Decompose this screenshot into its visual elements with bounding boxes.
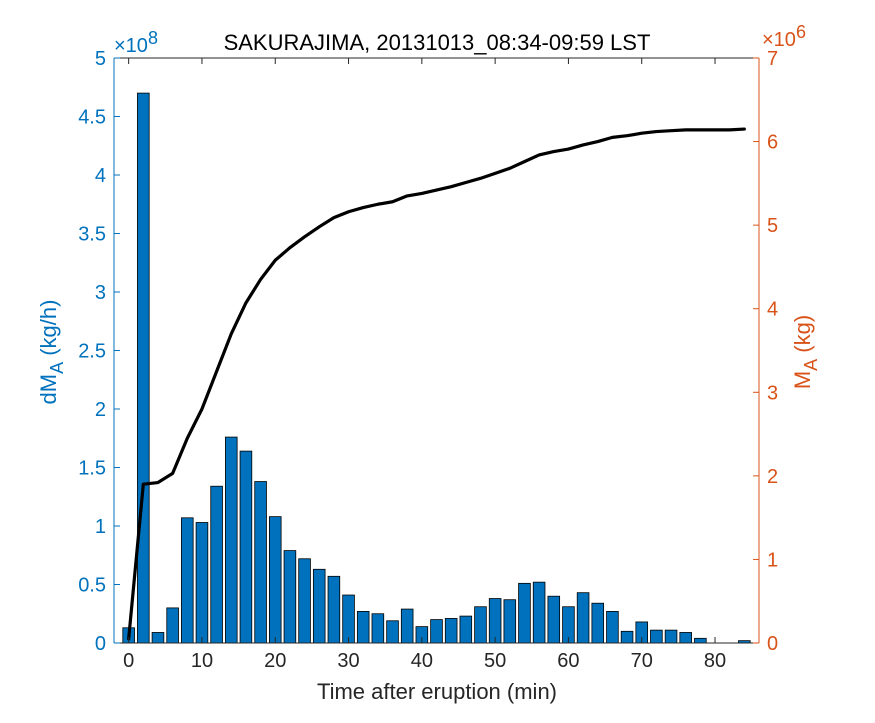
right-tick-label: 6	[767, 132, 778, 154]
left-axis-label-main: dM	[36, 374, 61, 405]
right-tick-label: 0	[767, 633, 778, 655]
bar	[459, 615, 473, 644]
left-tick-label: 1	[95, 516, 106, 538]
left-multiplier-base: ×10	[114, 35, 148, 57]
left-multiplier-exponent: 8	[148, 28, 158, 48]
x-axis-label: Time after eruption (min)	[317, 679, 557, 704]
right-multiplier-base: ×10	[762, 29, 796, 51]
right-tick-label: 1	[767, 549, 778, 571]
bar-series	[122, 92, 751, 644]
x-tick-label: 70	[631, 650, 653, 672]
bar	[430, 619, 443, 644]
right-tick-label: 5	[767, 215, 778, 237]
right-tick-label: 7	[767, 48, 778, 70]
bar	[210, 485, 223, 644]
right-axis-label-subscript: A	[801, 359, 821, 371]
cumulative-mass-line	[127, 127, 746, 641]
bar	[356, 611, 370, 644]
right-axis-label-main: M	[790, 371, 815, 389]
x-tick-label: 80	[704, 650, 726, 672]
bar	[195, 522, 209, 644]
left-tick-label: 2.5	[78, 341, 106, 363]
left-tick-label: 0	[95, 633, 106, 655]
bar	[400, 608, 414, 644]
chart-title: SAKURAJIMA, 20131013_08:34-09:59 LST	[224, 30, 651, 55]
bar	[606, 611, 619, 644]
x-tick-label: 10	[191, 650, 213, 672]
left-tick-label: 4.5	[78, 107, 106, 129]
bar	[225, 436, 238, 644]
bar	[239, 450, 253, 644]
left-tick-label: 3.5	[78, 224, 106, 246]
x-tick-label: 20	[264, 650, 286, 672]
bar	[386, 620, 399, 644]
bar	[254, 481, 267, 644]
right-tick-label: 4	[767, 299, 778, 321]
bar	[166, 607, 179, 644]
bar	[503, 599, 517, 644]
bar	[650, 629, 663, 644]
bar	[591, 602, 605, 644]
x-tick-label: 40	[411, 650, 433, 672]
bar	[444, 618, 458, 644]
right-axis-multiplier: ×106	[762, 22, 806, 51]
bar	[474, 606, 487, 644]
bar	[342, 594, 355, 644]
bar	[312, 568, 326, 644]
left-tick-label: 0.5	[78, 575, 106, 597]
bar	[664, 629, 678, 644]
bar	[532, 581, 546, 644]
bar	[488, 598, 502, 644]
bar	[151, 632, 165, 644]
right-axis-label: MA (kg)	[790, 315, 821, 389]
left-tick-label: 2	[95, 399, 106, 421]
left-tick-label: 3	[95, 282, 106, 304]
bar	[679, 632, 692, 644]
right-multiplier-exponent: 6	[796, 22, 806, 42]
right-tick-label: 3	[767, 382, 778, 404]
bar	[518, 582, 531, 644]
bar	[371, 613, 385, 644]
bar	[298, 558, 311, 644]
left-tick-label: 1.5	[78, 458, 106, 480]
right-axis-label-unit: (kg)	[790, 315, 815, 359]
bar	[137, 92, 150, 644]
bar	[181, 517, 194, 644]
left-axis-label: dMA (kg/h)	[36, 300, 67, 405]
left-axis-label-unit: (kg/h)	[36, 300, 61, 362]
x-tick-label: 30	[337, 650, 359, 672]
bar	[547, 595, 561, 644]
left-tick-label: 5	[95, 48, 106, 70]
cumulative-line-layer	[127, 127, 746, 641]
bar	[327, 575, 341, 644]
bar	[576, 592, 590, 644]
left-axis-label-subscript: A	[47, 362, 67, 374]
bar	[268, 516, 282, 644]
axes: 0 10 20 30 40 50 60 70 8000.511.522.533.544.5501…	[78, 48, 778, 672]
bar	[620, 630, 634, 644]
bar	[283, 550, 297, 644]
x-tick-label: 50	[484, 650, 506, 672]
left-tick-label: 4	[95, 165, 106, 187]
bar	[694, 637, 707, 644]
x-tick-label: 0	[123, 650, 134, 672]
right-tick-label: 2	[767, 466, 778, 488]
left-axis-multiplier: ×108	[114, 28, 158, 57]
x-tick-label: 60	[557, 650, 579, 672]
